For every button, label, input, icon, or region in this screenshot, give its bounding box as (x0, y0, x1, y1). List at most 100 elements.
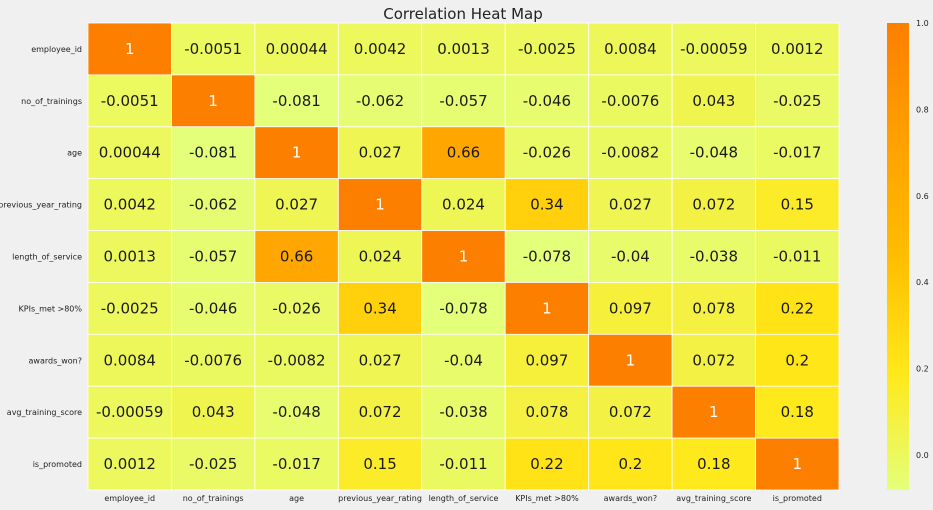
x-axis-labels: employee_id no_of_trainings age previous_ye… (104, 494, 822, 503)
y-tick-label: KPIs_met >80% (19, 304, 83, 313)
heatmap-cell (755, 74, 840, 128)
cell-value-label: 0.2 (618, 455, 642, 473)
heatmap-cell (504, 282, 590, 335)
heatmap-cell (87, 385, 172, 439)
cell-value-label: -0.0025 (101, 299, 159, 317)
cell-value-label: -0.011 (773, 248, 821, 266)
heatmap-cell (671, 74, 756, 128)
cell-value-label: 0.0013 (437, 40, 490, 58)
heatmap-cell (87, 437, 172, 491)
heatmap-cell (87, 74, 172, 128)
heatmap-cell (337, 126, 423, 180)
heatmap-cell (755, 178, 840, 231)
heatmap-cell (755, 126, 840, 180)
heatmap-cell (421, 385, 506, 439)
cell-value-label: 1 (542, 299, 552, 317)
colorbar-tick-label: 0.4 (916, 278, 929, 287)
cell-value-label: 1 (459, 248, 469, 266)
cell-value-label: 0.0084 (103, 351, 156, 369)
cell-value-label: -0.078 (439, 299, 487, 317)
heatmap-cell (337, 22, 423, 76)
heatmap-cell (588, 437, 673, 491)
heatmap-cell (254, 74, 339, 128)
cell-value-label: -0.038 (439, 403, 487, 421)
x-tick-label: employee_id (104, 494, 155, 503)
cell-value-label: 1 (208, 92, 218, 110)
cell-value-label: -0.017 (272, 455, 320, 473)
cell-value-label: 0.097 (609, 299, 652, 317)
cell-value-label: -0.057 (189, 248, 237, 266)
heatmap-cell (254, 437, 339, 491)
x-tick-label: avg_training_score (676, 494, 751, 503)
cell-value-label: -0.0082 (268, 351, 326, 369)
heatmap-cell (171, 437, 256, 491)
cell-value-label: -0.0076 (601, 92, 659, 110)
cell-value-label: 0.66 (280, 248, 313, 266)
cell-value-label: 1 (125, 40, 135, 58)
heatmap-cell (171, 126, 256, 180)
cell-value-label: 0.0012 (103, 455, 156, 473)
cell-value-label: 0.024 (442, 196, 485, 214)
y-tick-label: is_promoted (33, 460, 82, 469)
heatmap-cell (504, 230, 590, 283)
cell-value-label: 0.072 (692, 196, 735, 214)
cell-value-label: -0.025 (189, 455, 237, 473)
colorbar-tick-label: 0.0 (916, 451, 929, 460)
cell-value-label: 0.2 (785, 351, 809, 369)
cell-value-label: 0.22 (781, 299, 814, 317)
heatmap-cell (588, 385, 673, 439)
y-tick-label: length_of_service (12, 253, 82, 262)
heatmap-cell (337, 74, 423, 128)
cell-value-label: -0.011 (439, 455, 487, 473)
heatmap-cell (755, 437, 840, 491)
cell-value-label: -0.00059 (680, 40, 747, 58)
colorbar-tick-label: 0.6 (916, 192, 929, 201)
heatmap-cell (337, 385, 423, 439)
cell-value-label: -0.0025 (518, 40, 576, 58)
colorbar-tick-label: 0.8 (916, 105, 929, 114)
cell-value-label: -0.0076 (184, 351, 242, 369)
cell-value-label: 1 (292, 144, 302, 162)
cell-value-label: -0.046 (523, 92, 571, 110)
heatmap-cell (171, 282, 256, 335)
cell-value-label: 0.027 (359, 144, 402, 162)
cell-value-label: -0.048 (690, 144, 738, 162)
cell-value-label: 0.043 (692, 92, 735, 110)
chart-title: Correlation Heat Map (383, 5, 543, 23)
cell-value-label: -0.038 (690, 248, 738, 266)
cell-value-label: 0.024 (359, 248, 402, 266)
x-tick-label: previous_year_rating (338, 494, 422, 503)
cell-value-label: 0.15 (781, 196, 814, 214)
cell-value-label: 0.078 (525, 403, 568, 421)
cell-value-label: 0.34 (363, 299, 396, 317)
heatmap-cell (504, 22, 590, 76)
heatmap-cell (254, 282, 339, 335)
cell-value-label: 1 (709, 403, 719, 421)
heatmap-cell (421, 74, 506, 128)
y-tick-label: no_of_trainings (21, 97, 82, 106)
colorbar-tick-label: 1.0 (916, 19, 929, 28)
cell-value-label: 0.043 (192, 403, 235, 421)
heatmap-cell (588, 333, 673, 387)
y-tick-label: employee_id (31, 45, 82, 54)
heatmap-cell (87, 22, 172, 76)
colorbar-tick-label: 0.2 (916, 365, 929, 374)
heatmap-cell (87, 178, 172, 231)
heatmap-cell (171, 230, 256, 283)
cell-value-label: -0.0051 (184, 40, 242, 58)
heatmap-cell (755, 230, 840, 283)
heatmap-cell (421, 22, 506, 76)
heatmap-cell (337, 178, 423, 231)
cell-value-label: 0.66 (447, 144, 480, 162)
cell-value-label: -0.081 (272, 92, 320, 110)
heatmap-cell (504, 437, 590, 491)
heatmap-cell (588, 126, 673, 180)
cell-value-label: 0.072 (359, 403, 402, 421)
x-tick-label: awards_won? (604, 494, 658, 503)
cell-value-label: 0.072 (692, 351, 735, 369)
heatmap-cell (171, 333, 256, 387)
heatmap-cell (171, 178, 256, 231)
heatmap-cell (671, 178, 756, 231)
cell-value-label: -0.026 (523, 144, 571, 162)
heatmap-cells: 1 -0.0051 0.00044 0.0042 0.0013 -0.0025 0.0084… (87, 22, 840, 491)
